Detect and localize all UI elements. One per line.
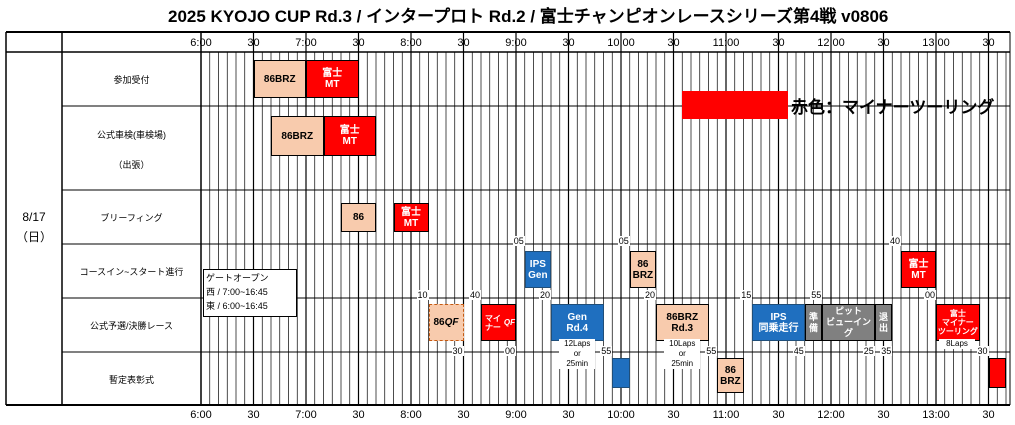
top-tick-label: 12:00 <box>817 37 845 49</box>
schedule-block: ピット ビューイング <box>822 304 875 341</box>
schedule-block: 86BRZ <box>253 60 306 98</box>
minute-marker: 05 <box>617 236 630 246</box>
race-length-note: 10Laps or 25min <box>664 339 701 369</box>
weekday-label: （日） <box>15 230 52 244</box>
schedule-block: 富士 マイナー ツーリング <box>936 304 980 341</box>
row-label-r2: ブリーフィング <box>100 213 163 223</box>
bottom-tick-label: 12:00 <box>817 409 845 421</box>
schedule-block: 86 <box>341 203 376 232</box>
minute-marker: 20 <box>644 290 657 300</box>
minute-marker: 55 <box>810 290 823 300</box>
top-tick-label: 30 <box>352 37 365 49</box>
top-tick-label: 10:00 <box>607 37 635 49</box>
schedule-block: IPS Gen <box>524 251 551 288</box>
schedule-block <box>988 358 1006 388</box>
row-label-r4: 公式予選/決勝レース <box>89 321 174 331</box>
bottom-tick-label: 30 <box>877 409 890 421</box>
schedule-block: 86 BRZ <box>629 251 656 288</box>
schedule-block <box>612 358 630 388</box>
schedule-block: IPS 同乗走行 <box>752 304 805 341</box>
top-tick-label: 30 <box>457 37 470 49</box>
bottom-tick-label: 30 <box>667 409 680 421</box>
schedule-block: 富士 MT <box>393 203 429 232</box>
minute-marker: 05 <box>512 236 525 246</box>
schedule-block: マイナー QF <box>481 304 516 341</box>
row-label-r3: コースイン~スタート進行 <box>79 267 184 277</box>
minute-marker: 40 <box>889 236 902 246</box>
minute-marker: 15 <box>740 290 753 300</box>
block-line: QF <box>444 317 459 328</box>
schedule-block: 富士 MT <box>901 251 936 288</box>
bottom-tick-label: 7:00 <box>295 409 317 421</box>
minute-marker: 30 <box>451 346 464 356</box>
legend-swatch <box>682 91 788 119</box>
row-sublabel-r1: （出張） <box>113 160 150 170</box>
top-tick-label: 7:00 <box>295 37 317 49</box>
minute-marker: 10 <box>416 290 429 300</box>
race-length-note: 12Laps or 25min <box>559 339 596 369</box>
minute-marker: 40 <box>469 290 482 300</box>
top-tick-label: 30 <box>877 37 890 49</box>
minute-marker: 20 <box>539 290 552 300</box>
top-tick-label: 30 <box>667 37 680 49</box>
bottom-tick-label: 11:00 <box>712 409 740 421</box>
schedule-block: 富士 MT <box>323 116 376 156</box>
minute-marker: 55 <box>600 346 613 356</box>
schedule-block: 準 備 <box>804 304 823 341</box>
bottom-tick-label: 8:00 <box>400 409 422 421</box>
legend-label: 赤色：マイナーツーリング <box>791 98 995 117</box>
gate-note-line: ゲートオープン <box>206 273 269 283</box>
schedule-block: 86 QF <box>428 304 464 341</box>
gate-open-note: ゲートオープン西 / 7:00~16:45 東 / 6:00~16:45 <box>203 269 297 317</box>
schedule-block: 退 出 <box>874 304 893 341</box>
minute-marker: 00 <box>924 290 937 300</box>
minute-marker: 45 <box>792 346 805 356</box>
row-label-r0: 参加受付 <box>113 75 150 85</box>
schedule-block: 富士 MT <box>306 60 359 98</box>
bottom-tick-label: 30 <box>982 409 995 421</box>
top-tick-label: 30 <box>772 37 785 49</box>
row-label-r1: 公式車検(車検場) <box>97 130 166 140</box>
bottom-tick-label: 30 <box>772 409 785 421</box>
minute-marker: 00 <box>504 346 517 356</box>
top-tick-label: 30 <box>247 37 260 49</box>
gate-note-line: 西 / 7:00~16:45 <box>206 287 268 297</box>
bottom-tick-label: 30 <box>562 409 575 421</box>
minute-marker: 55 <box>705 346 718 356</box>
bottom-tick-label: 10:00 <box>607 409 635 421</box>
bottom-tick-label: 30 <box>352 409 365 421</box>
top-tick-label: 13:00 <box>922 37 950 49</box>
bottom-tick-label: 9:00 <box>505 409 527 421</box>
minute-marker: 35 <box>880 346 893 356</box>
bottom-tick-label: 6:00 <box>190 409 212 421</box>
top-tick-label: 8:00 <box>400 37 422 49</box>
top-tick-label: 9:00 <box>505 37 527 49</box>
schedule-block: Gen Rd.4 <box>551 304 604 341</box>
block-line: マイナー <box>484 313 501 332</box>
top-tick-label: 11:00 <box>712 37 740 49</box>
schedule-block: 86BRZ Rd.3 <box>656 304 709 341</box>
top-tick-label: 30 <box>982 37 995 49</box>
minute-marker: 30 <box>976 346 989 356</box>
bottom-tick-label: 13:00 <box>922 409 950 421</box>
row-label-r5: 暫定表彰式 <box>108 374 154 385</box>
top-tick-label: 30 <box>562 37 575 49</box>
race-length-note: 8Laps <box>939 339 975 349</box>
bottom-tick-label: 30 <box>457 409 470 421</box>
schedule-block: 86BRZ <box>271 116 324 156</box>
schedule-block: 86 BRZ <box>717 358 744 393</box>
gate-note-line: 東 / 6:00~16:45 <box>206 301 268 311</box>
block-line: 86 <box>433 317 445 328</box>
page-title: 2025 KYOJO CUP Rd.3 / インタープロト Rd.2 / 富士チ… <box>168 7 889 26</box>
block-line: QF <box>503 318 515 327</box>
minute-marker: 25 <box>862 346 875 356</box>
bottom-tick-label: 30 <box>247 409 260 421</box>
top-tick-label: 6:00 <box>190 37 212 49</box>
date-label: 8/17 <box>22 210 46 224</box>
